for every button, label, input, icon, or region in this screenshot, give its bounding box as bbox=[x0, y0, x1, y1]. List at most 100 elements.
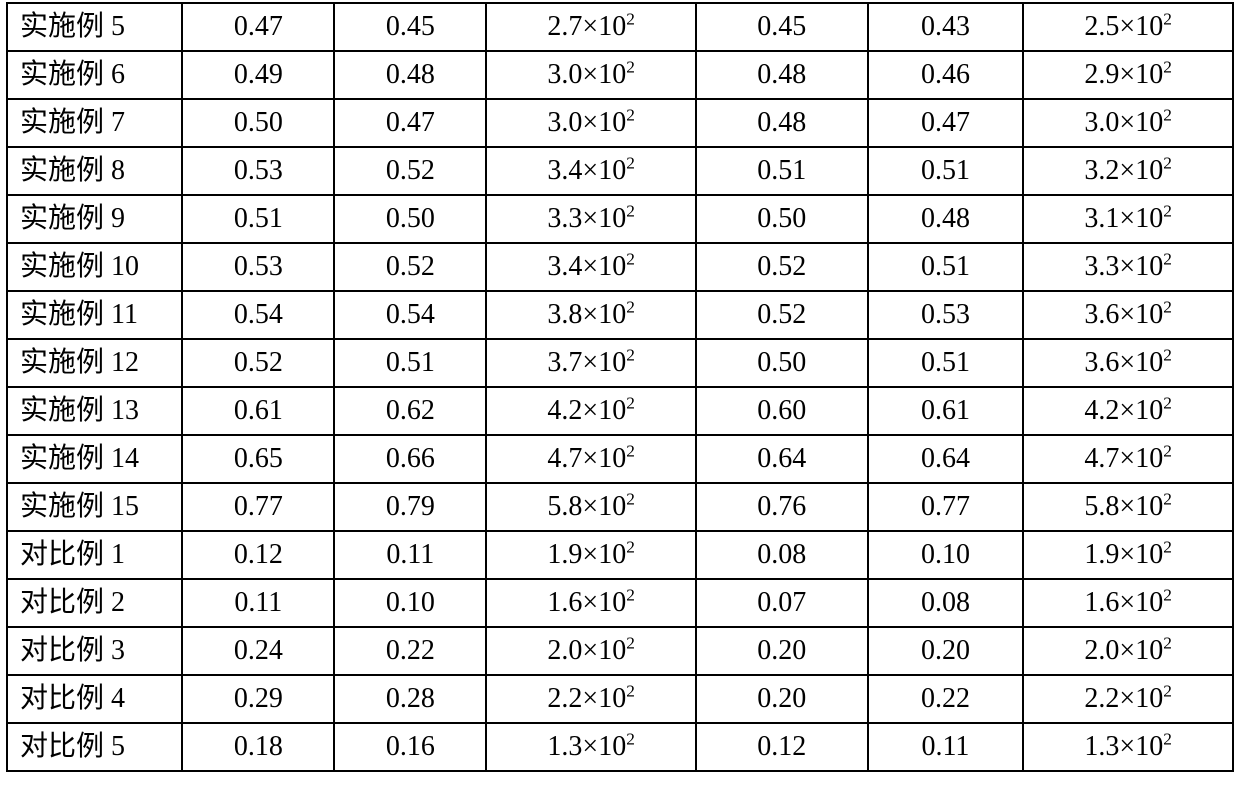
cell-value: 0.24 bbox=[182, 627, 334, 675]
cell-value: 0.48 bbox=[696, 51, 868, 99]
cell-value: 0.54 bbox=[334, 291, 486, 339]
cell-value: 0.62 bbox=[334, 387, 486, 435]
exponent: 2 bbox=[626, 682, 635, 701]
cell-sci: 2.9×102 bbox=[1023, 51, 1233, 99]
mantissa: 1.6 bbox=[1084, 587, 1119, 618]
cell-value: 0.61 bbox=[182, 387, 334, 435]
mantissa: 3.6 bbox=[1084, 299, 1119, 330]
mantissa: 3.3 bbox=[547, 203, 582, 234]
cell-value: 0.77 bbox=[182, 483, 334, 531]
exponent: 2 bbox=[626, 58, 635, 77]
cell-value: 0.50 bbox=[334, 195, 486, 243]
cell-value: 0.47 bbox=[868, 99, 1024, 147]
cell-value: 0.22 bbox=[868, 675, 1024, 723]
cell-sci: 1.9×102 bbox=[1023, 531, 1233, 579]
cell-value: 0.12 bbox=[182, 531, 334, 579]
cell-value: 0.29 bbox=[182, 675, 334, 723]
exponent: 2 bbox=[626, 730, 635, 749]
table-row: 实施例 120.520.513.7×1020.500.513.6×102 bbox=[7, 339, 1233, 387]
data-table: 实施例 50.470.452.7×1020.450.432.5×102实施例 6… bbox=[6, 2, 1234, 772]
cell-value: 0.53 bbox=[868, 291, 1024, 339]
table-row: 实施例 80.530.523.4×1020.510.513.2×102 bbox=[7, 147, 1233, 195]
cell-value: 0.66 bbox=[334, 435, 486, 483]
cell-value: 0.45 bbox=[696, 3, 868, 51]
cell-sci: 2.7×102 bbox=[486, 3, 696, 51]
exponent: 2 bbox=[626, 634, 635, 653]
cell-value: 0.76 bbox=[696, 483, 868, 531]
cell-value: 0.50 bbox=[696, 195, 868, 243]
cell-value: 0.22 bbox=[334, 627, 486, 675]
row-label: 对比例 2 bbox=[7, 579, 182, 627]
mantissa: 2.9 bbox=[1084, 59, 1119, 90]
mantissa: 2.5 bbox=[1084, 11, 1119, 42]
cell-sci: 2.0×102 bbox=[486, 627, 696, 675]
exponent: 2 bbox=[1163, 730, 1172, 749]
mantissa: 2.2 bbox=[1084, 683, 1119, 714]
row-label: 对比例 1 bbox=[7, 531, 182, 579]
cell-sci: 5.8×102 bbox=[1023, 483, 1233, 531]
mantissa: 1.6 bbox=[547, 587, 582, 618]
cell-sci: 2.2×102 bbox=[486, 675, 696, 723]
table-row: 对比例 20.110.101.6×1020.070.081.6×102 bbox=[7, 579, 1233, 627]
mantissa: 1.9 bbox=[1084, 539, 1119, 570]
exponent: 2 bbox=[626, 298, 635, 317]
mantissa: 3.1 bbox=[1084, 203, 1119, 234]
cell-sci: 3.0×102 bbox=[486, 51, 696, 99]
cell-value: 0.20 bbox=[696, 627, 868, 675]
cell-value: 0.43 bbox=[868, 3, 1024, 51]
table-row: 实施例 140.650.664.7×1020.640.644.7×102 bbox=[7, 435, 1233, 483]
cell-sci: 3.6×102 bbox=[1023, 291, 1233, 339]
cell-value: 0.10 bbox=[868, 531, 1024, 579]
exponent: 2 bbox=[626, 442, 635, 461]
cell-sci: 3.4×102 bbox=[486, 147, 696, 195]
mantissa: 4.2 bbox=[1084, 395, 1119, 426]
exponent: 2 bbox=[626, 106, 635, 125]
mantissa: 4.7 bbox=[1084, 443, 1119, 474]
exponent: 2 bbox=[1163, 202, 1172, 221]
cell-value: 0.64 bbox=[696, 435, 868, 483]
row-label: 实施例 14 bbox=[7, 435, 182, 483]
exponent: 2 bbox=[626, 346, 635, 365]
exponent: 2 bbox=[626, 394, 635, 413]
cell-sci: 1.6×102 bbox=[486, 579, 696, 627]
table-row: 对比例 50.180.161.3×1020.120.111.3×102 bbox=[7, 723, 1233, 771]
cell-sci: 3.6×102 bbox=[1023, 339, 1233, 387]
cell-sci: 2.5×102 bbox=[1023, 3, 1233, 51]
cell-value: 0.51 bbox=[868, 147, 1024, 195]
cell-value: 0.20 bbox=[868, 627, 1024, 675]
mantissa: 1.3 bbox=[547, 731, 582, 762]
cell-sci: 1.3×102 bbox=[486, 723, 696, 771]
exponent: 2 bbox=[626, 538, 635, 557]
cell-sci: 3.0×102 bbox=[1023, 99, 1233, 147]
table-row: 对比例 40.290.282.2×1020.200.222.2×102 bbox=[7, 675, 1233, 723]
cell-value: 0.47 bbox=[182, 3, 334, 51]
cell-value: 0.47 bbox=[334, 99, 486, 147]
mantissa: 3.7 bbox=[547, 347, 582, 378]
cell-value: 0.08 bbox=[696, 531, 868, 579]
row-label: 实施例 7 bbox=[7, 99, 182, 147]
cell-sci: 3.4×102 bbox=[486, 243, 696, 291]
cell-value: 0.53 bbox=[182, 243, 334, 291]
row-label: 实施例 15 bbox=[7, 483, 182, 531]
row-label: 实施例 10 bbox=[7, 243, 182, 291]
exponent: 2 bbox=[1163, 298, 1172, 317]
row-label: 对比例 3 bbox=[7, 627, 182, 675]
exponent: 2 bbox=[1163, 538, 1172, 557]
mantissa: 1.3 bbox=[1084, 731, 1119, 762]
cell-value: 0.20 bbox=[696, 675, 868, 723]
cell-value: 0.52 bbox=[182, 339, 334, 387]
exponent: 2 bbox=[1163, 682, 1172, 701]
exponent: 2 bbox=[1163, 586, 1172, 605]
cell-sci: 3.3×102 bbox=[486, 195, 696, 243]
cell-sci: 2.0×102 bbox=[1023, 627, 1233, 675]
cell-value: 0.54 bbox=[182, 291, 334, 339]
table-row: 实施例 50.470.452.7×1020.450.432.5×102 bbox=[7, 3, 1233, 51]
cell-value: 0.60 bbox=[696, 387, 868, 435]
cell-value: 0.11 bbox=[182, 579, 334, 627]
mantissa: 3.0 bbox=[1084, 107, 1119, 138]
cell-value: 0.48 bbox=[696, 99, 868, 147]
mantissa: 4.7 bbox=[547, 443, 582, 474]
cell-value: 0.10 bbox=[334, 579, 486, 627]
cell-value: 0.45 bbox=[334, 3, 486, 51]
cell-sci: 3.7×102 bbox=[486, 339, 696, 387]
